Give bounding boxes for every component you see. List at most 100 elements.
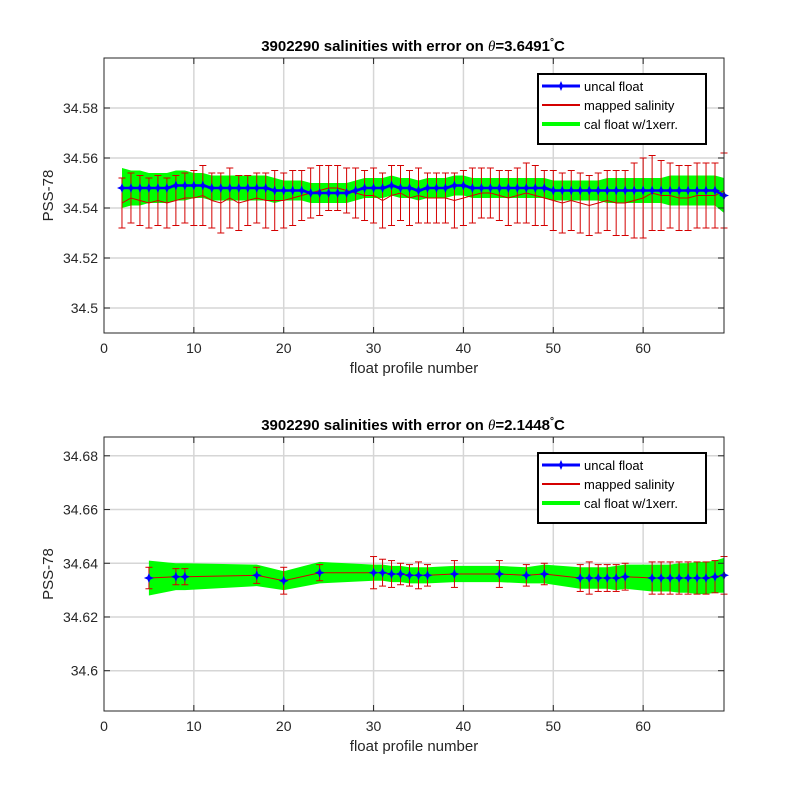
axes-frame bbox=[103, 57, 725, 334]
x-tick-label: 0 bbox=[100, 340, 108, 356]
uncal-float-marker bbox=[494, 183, 505, 193]
uncal-float-marker bbox=[701, 185, 711, 196]
uncal-float-marker bbox=[458, 180, 469, 191]
uncal-float-marker bbox=[467, 183, 478, 193]
uncal-float-marker bbox=[341, 188, 352, 198]
uncal-float-marker bbox=[521, 183, 532, 193]
uncal-float-marker bbox=[251, 183, 262, 193]
legend-label-cal-float: cal float w/1xerr. bbox=[584, 496, 678, 511]
legend: uncal float mapped salinity cal float w/… bbox=[537, 73, 707, 145]
uncal-float-marker bbox=[575, 185, 586, 196]
legend-label-cal-float: cal float w/1xerr. bbox=[584, 117, 678, 132]
x-tick-label: 50 bbox=[545, 340, 561, 356]
uncal-float-marker bbox=[278, 575, 289, 586]
uncal-float-marker bbox=[386, 180, 397, 191]
uncal-float-marker bbox=[620, 571, 631, 582]
mapped-salinity-line bbox=[121, 187, 725, 207]
axis-ticks: 0 10 20 30 40 50 60 34.5 34.52 34.54 34.56 34.58 bbox=[63, 58, 724, 356]
chart-panel-top: 3902290 salinities with error on θ=3.649… bbox=[40, 37, 729, 377]
uncal-float-marker bbox=[602, 573, 613, 583]
uncal-float-marker bbox=[449, 569, 460, 579]
uncal-float-marker bbox=[620, 185, 631, 196]
uncal-float-marker bbox=[593, 573, 604, 583]
uncal-float-marker bbox=[404, 570, 415, 581]
x-tick-label: 20 bbox=[276, 718, 292, 734]
uncal-float-marker bbox=[278, 185, 289, 196]
legend-label-mapped-salinity: mapped salinity bbox=[584, 477, 675, 492]
x-tick-label: 60 bbox=[635, 718, 651, 734]
uncal-float-marker bbox=[422, 183, 433, 193]
axis-ticks: 0 10 20 30 40 50 60 34.6 34.62 34.64 34.66 34.68 bbox=[63, 437, 724, 734]
uncal-float-marker bbox=[332, 188, 343, 198]
y-axis-label: PSS-78 bbox=[40, 548, 57, 600]
uncal-float-marker bbox=[647, 573, 658, 583]
uncal-float-marker bbox=[566, 185, 577, 196]
uncal-float-marker bbox=[197, 180, 208, 191]
uncal-float-marker bbox=[377, 567, 388, 578]
chart-panel-bottom: 3902290 salinities with error on θ=2.144… bbox=[40, 416, 729, 755]
x-tick-label: 20 bbox=[276, 340, 292, 356]
uncal-float-marker bbox=[314, 567, 325, 578]
uncal-float-marker bbox=[242, 183, 253, 193]
x-tick-label: 10 bbox=[186, 340, 202, 356]
x-tick-label: 40 bbox=[456, 718, 472, 734]
uncal-float-marker bbox=[422, 570, 433, 581]
uncal-float-marker bbox=[548, 185, 559, 196]
uncal-float-marker bbox=[413, 185, 424, 196]
uncal-float-marker bbox=[368, 567, 379, 578]
uncal-float-marker bbox=[170, 180, 181, 191]
uncal-float-marker bbox=[395, 569, 406, 579]
uncal-float-marker bbox=[431, 183, 442, 193]
uncal-float-marker bbox=[584, 573, 595, 583]
x-tick-label: 0 bbox=[100, 718, 108, 734]
uncal-float-marker bbox=[251, 570, 262, 581]
x-axis-label: float profile number bbox=[350, 360, 478, 377]
x-axis-label: float profile number bbox=[350, 738, 478, 755]
uncal-float-marker bbox=[143, 183, 154, 193]
legend-label-mapped-salinity: mapped salinity bbox=[584, 98, 675, 113]
uncal-float-marker bbox=[368, 183, 379, 193]
legend: uncal float mapped salinity cal float w/… bbox=[537, 452, 707, 524]
uncal-float-marker bbox=[539, 569, 550, 579]
uncal-float-marker bbox=[485, 183, 496, 193]
y-tick-label: 34.56 bbox=[63, 150, 98, 166]
uncal-float-marker bbox=[143, 573, 154, 583]
uncal-float-marker bbox=[584, 185, 595, 196]
uncal-float-marker bbox=[683, 185, 694, 196]
uncal-float-marker bbox=[350, 185, 361, 196]
uncal-float-marker bbox=[530, 183, 541, 193]
chart-title: 3902290 salinities with error on θ=2.144… bbox=[261, 416, 565, 434]
x-tick-label: 40 bbox=[456, 340, 472, 356]
uncal-float-marker bbox=[269, 185, 280, 196]
uncal-float-marker bbox=[287, 185, 298, 196]
legend-marker-uncal-float bbox=[556, 81, 566, 91]
uncal-float-marker bbox=[656, 185, 667, 196]
x-tick-label: 60 bbox=[635, 340, 651, 356]
uncal-float-marker bbox=[539, 183, 550, 193]
uncal-float-marker bbox=[395, 183, 406, 193]
y-tick-label: 34.52 bbox=[63, 250, 98, 266]
uncal-float-marker bbox=[692, 573, 702, 583]
legend-label-uncal-float: uncal float bbox=[584, 79, 644, 94]
uncal-float-marker bbox=[710, 185, 720, 196]
uncal-float-marker bbox=[638, 185, 649, 196]
uncal-float-marker bbox=[126, 183, 136, 193]
uncal-float-marker bbox=[656, 573, 667, 583]
x-tick-label: 30 bbox=[366, 340, 382, 356]
uncal-float-marker bbox=[206, 183, 217, 193]
uncal-float-marker bbox=[665, 185, 676, 196]
uncal-float-marker bbox=[179, 180, 190, 191]
uncal-float-marker bbox=[386, 569, 397, 579]
uncal-float-marker bbox=[215, 183, 226, 193]
uncal-float-marker bbox=[647, 185, 658, 196]
uncal-float-marker bbox=[602, 185, 613, 196]
y-tick-label: 34.68 bbox=[63, 448, 98, 464]
axes-frame bbox=[103, 436, 725, 712]
uncal-float-marker bbox=[233, 183, 244, 193]
uncal-float-marker bbox=[521, 570, 532, 581]
x-tick-label: 30 bbox=[366, 718, 382, 734]
uncal-float-marker bbox=[404, 183, 415, 193]
mapped-salinity-series bbox=[145, 556, 728, 595]
uncal-float-marker bbox=[323, 188, 334, 198]
